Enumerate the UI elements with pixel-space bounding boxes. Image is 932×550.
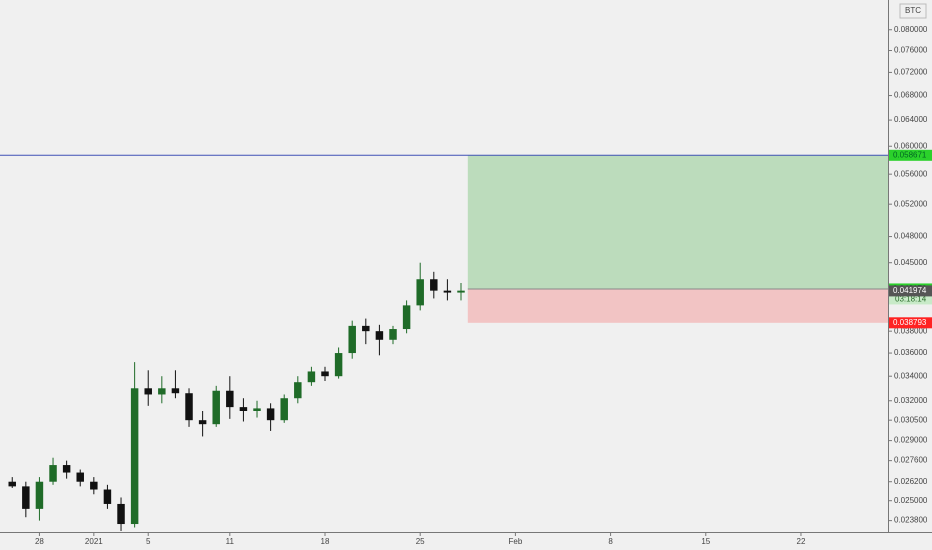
- target-price-label: 0.058671: [893, 150, 927, 159]
- candle-body: [62, 465, 71, 473]
- candle-body: [35, 481, 44, 509]
- candle-body: [348, 325, 356, 354]
- candle-body: [253, 408, 261, 411]
- y-tick-label: 0.027600: [894, 456, 928, 465]
- x-tick-label: 28: [35, 537, 44, 546]
- candle-body: [103, 489, 112, 504]
- candle-body: [239, 407, 248, 411]
- x-tick-label: 5: [146, 537, 151, 546]
- candle-body: [334, 353, 343, 377]
- last-price-label: 0.041974: [893, 286, 927, 295]
- candle-body: [430, 279, 438, 291]
- y-tick-label: 0.038000: [894, 326, 928, 335]
- candle-body: [117, 503, 125, 525]
- x-tick-label: Feb: [508, 537, 522, 546]
- stop-zone: [467, 288, 888, 323]
- x-tick-label: 22: [797, 537, 806, 546]
- x-tick-label: 18: [321, 537, 330, 546]
- candle-body: [144, 388, 152, 395]
- y-tick-label: 0.023800: [894, 516, 928, 525]
- candle-body: [49, 465, 57, 482]
- candle-body: [294, 382, 302, 399]
- y-tick-label: 0.068000: [894, 91, 928, 100]
- y-tick-label: 0.034000: [894, 371, 928, 380]
- y-tick-label: 0.026200: [894, 477, 928, 486]
- y-tick-label: 0.029000: [894, 436, 928, 445]
- candle-body: [389, 329, 397, 340]
- candle-body: [375, 331, 384, 340]
- target-price-label-bg: [889, 149, 932, 161]
- candle-body: [22, 486, 30, 509]
- x-tick-label: 11: [226, 537, 235, 546]
- y-tick-label: 0.080000: [894, 25, 928, 34]
- candle-body: [212, 390, 220, 425]
- x-tick-label: 15: [701, 537, 710, 546]
- y-tick-label: 0.048000: [894, 232, 928, 241]
- countdown: 03:18:14: [895, 295, 927, 304]
- candle-body: [8, 481, 16, 487]
- candle-body: [158, 388, 166, 395]
- x-tick-label: 2021: [85, 537, 103, 546]
- candle-body: [171, 388, 180, 394]
- candle-body: [362, 325, 370, 332]
- candle-body: [402, 305, 411, 330]
- countdown-bg: [889, 294, 932, 305]
- y-tick-label: 0.025000: [894, 496, 928, 505]
- candle-body: [307, 371, 316, 383]
- stop-price-label: 0.038793: [893, 318, 927, 327]
- candle-body: [90, 481, 98, 490]
- x-tick-label: 25: [416, 537, 425, 546]
- candle-body: [76, 472, 84, 482]
- y-tick-label: 0.056000: [894, 169, 928, 178]
- candle-body: [185, 393, 193, 421]
- currency-badge: [899, 3, 927, 19]
- candle-body: [321, 371, 329, 377]
- y-tick-label: 0.072000: [894, 68, 928, 77]
- target-zone: [467, 155, 888, 289]
- candle-body: [226, 390, 234, 408]
- candle-body: [457, 290, 465, 293]
- y-tick-label: 0.052000: [894, 199, 928, 208]
- candle-body: [280, 398, 288, 421]
- candle-body: [416, 279, 424, 306]
- candle-body: [443, 290, 452, 293]
- y-tick-label: 0.032000: [894, 396, 928, 405]
- y-tick-label: 0.060000: [894, 141, 928, 150]
- x-tick-label: 8: [608, 537, 613, 546]
- stop-price-label-bg: [889, 317, 932, 329]
- last-price-label-bg: [889, 285, 932, 297]
- currency-label: BTC: [905, 6, 921, 15]
- y-tick-label: 0.076000: [894, 46, 928, 55]
- y-tick-label: 0.036000: [894, 348, 928, 357]
- candle-body: [130, 388, 139, 525]
- y-tick-label: 0.064000: [894, 115, 928, 124]
- y-tick-label: 0.030500: [894, 415, 928, 424]
- candle-body: [266, 408, 275, 421]
- candle-body: [198, 420, 207, 425]
- y-tick-label: 0.045000: [894, 258, 928, 267]
